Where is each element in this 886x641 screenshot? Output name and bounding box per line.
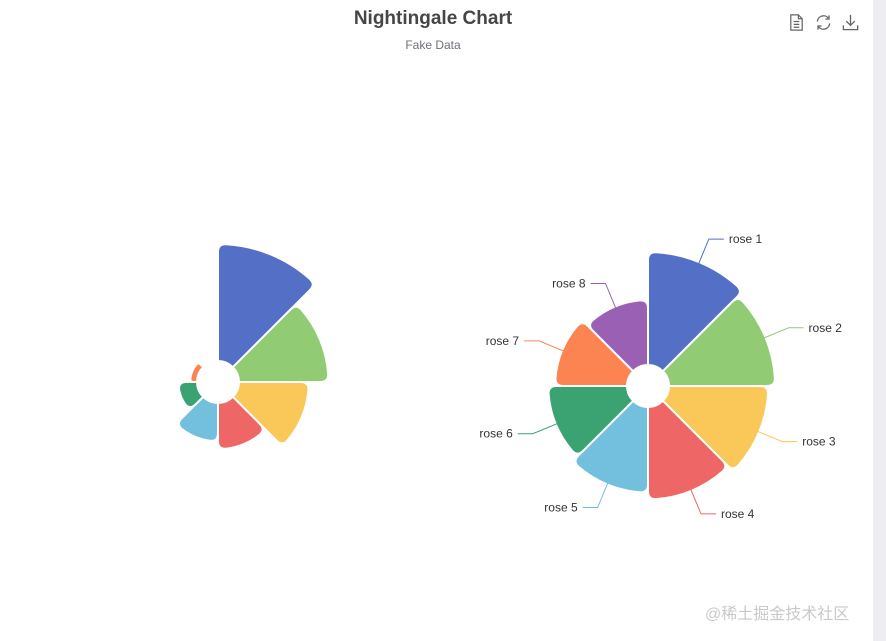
label-line bbox=[682, 469, 716, 515]
label-line bbox=[688, 238, 724, 288]
rose-chart-1 bbox=[177, 243, 330, 450]
slice-label: rose 4 bbox=[721, 507, 755, 521]
slice-label: rose 3 bbox=[802, 435, 836, 449]
label-line bbox=[582, 464, 616, 509]
rose-slice[interactable] bbox=[189, 362, 205, 383]
slice-label: rose 8 bbox=[552, 276, 586, 290]
slice-label: rose 2 bbox=[809, 321, 843, 335]
toolbox bbox=[787, 13, 860, 32]
label-line bbox=[590, 282, 623, 323]
scrollbar-track[interactable] bbox=[873, 0, 886, 641]
data-view-icon[interactable] bbox=[787, 13, 806, 32]
restore-icon[interactable] bbox=[814, 13, 833, 32]
slice-label: rose 1 bbox=[729, 232, 763, 246]
rose-slice[interactable] bbox=[589, 299, 649, 373]
label-line bbox=[736, 422, 798, 443]
chart-subtitle: Fake Data bbox=[405, 38, 461, 52]
rose-slice[interactable] bbox=[202, 360, 220, 370]
chart-title: Nightingale Chart bbox=[353, 8, 513, 29]
label-line bbox=[524, 340, 580, 359]
save-image-icon[interactable] bbox=[841, 13, 860, 32]
slice-label: rose 7 bbox=[486, 334, 520, 348]
label-line bbox=[741, 327, 804, 348]
slice-label: rose 6 bbox=[479, 427, 513, 441]
slice-label: rose 5 bbox=[544, 501, 578, 515]
rose-chart-2: rose 1 rose 2 rose 3 rose 4 rose 5 rose 6 rose… bbox=[479, 232, 842, 521]
chart-canvas: rose 1 rose 2 rose 3 rose 4 rose 5 rose 6 rose… bbox=[177, 232, 842, 521]
watermark: @稀土掘金技术社区 bbox=[705, 606, 850, 623]
label-line bbox=[517, 416, 575, 435]
